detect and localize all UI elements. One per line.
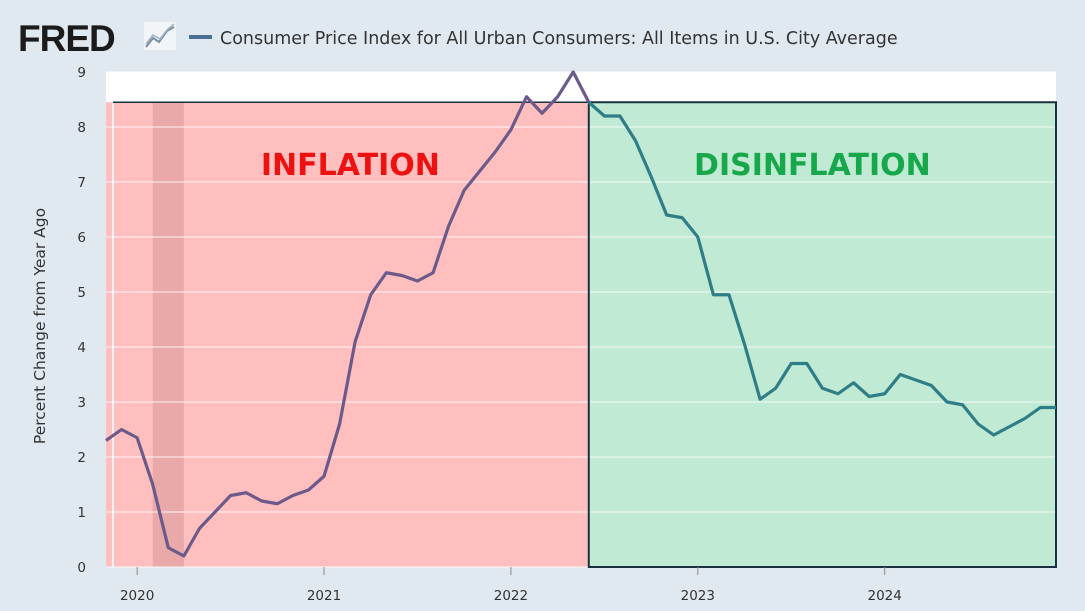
gridlines — [106, 71, 1056, 568]
y-tick-label: 1 — [77, 505, 86, 521]
series-line-inflation — [105, 70, 591, 558]
x-tick-label: 2021 — [307, 588, 341, 604]
y-tick-label: 5 — [77, 285, 86, 301]
series-line-disinflation — [587, 101, 1056, 437]
y-tick-label: 3 — [77, 395, 86, 411]
fred-logo[interactable]: FRED — [18, 18, 176, 59]
x-tick-label: 2023 — [681, 588, 715, 604]
disinflation-zone-label: DISINFLATION — [694, 148, 931, 183]
y-tick-label: 6 — [77, 230, 86, 246]
y-tick-label: 8 — [77, 120, 86, 136]
series-line — [105, 70, 1056, 558]
disinflation-zone — [588, 102, 1056, 567]
inflation-zone — [106, 102, 589, 567]
x-tick-label: 2020 — [120, 588, 154, 604]
y-tick-label: 9 — [77, 65, 86, 81]
legend-label: Consumer Price Index for All Urban Consu… — [220, 29, 898, 49]
fred-logo-text: FRED — [18, 18, 115, 59]
y-axis-title: Percent Change from Year Ago — [31, 208, 49, 444]
disinflation-zone-border — [587, 101, 1057, 568]
x-axis: 2020 2021 2022 2023 2024 — [120, 567, 902, 604]
inflation-zone-label: INFLATION — [261, 148, 440, 183]
x-tick-label: 2024 — [868, 588, 902, 604]
y-tick-label: 4 — [77, 340, 86, 356]
y-tick-label: 2 — [77, 450, 86, 466]
y-tick-label: 7 — [77, 175, 86, 191]
x-tick-label: 2022 — [494, 588, 528, 604]
y-tick-label: 0 — [77, 560, 86, 576]
recession-shading — [152, 102, 184, 567]
plot-area: INFLATION DISINFLATION — [105, 70, 1057, 568]
y-axis: 0 1 2 3 4 5 6 7 8 9 — [77, 65, 86, 576]
legend: Consumer Price Index for All Urban Consu… — [189, 29, 898, 49]
line-chart-icon — [144, 22, 176, 50]
